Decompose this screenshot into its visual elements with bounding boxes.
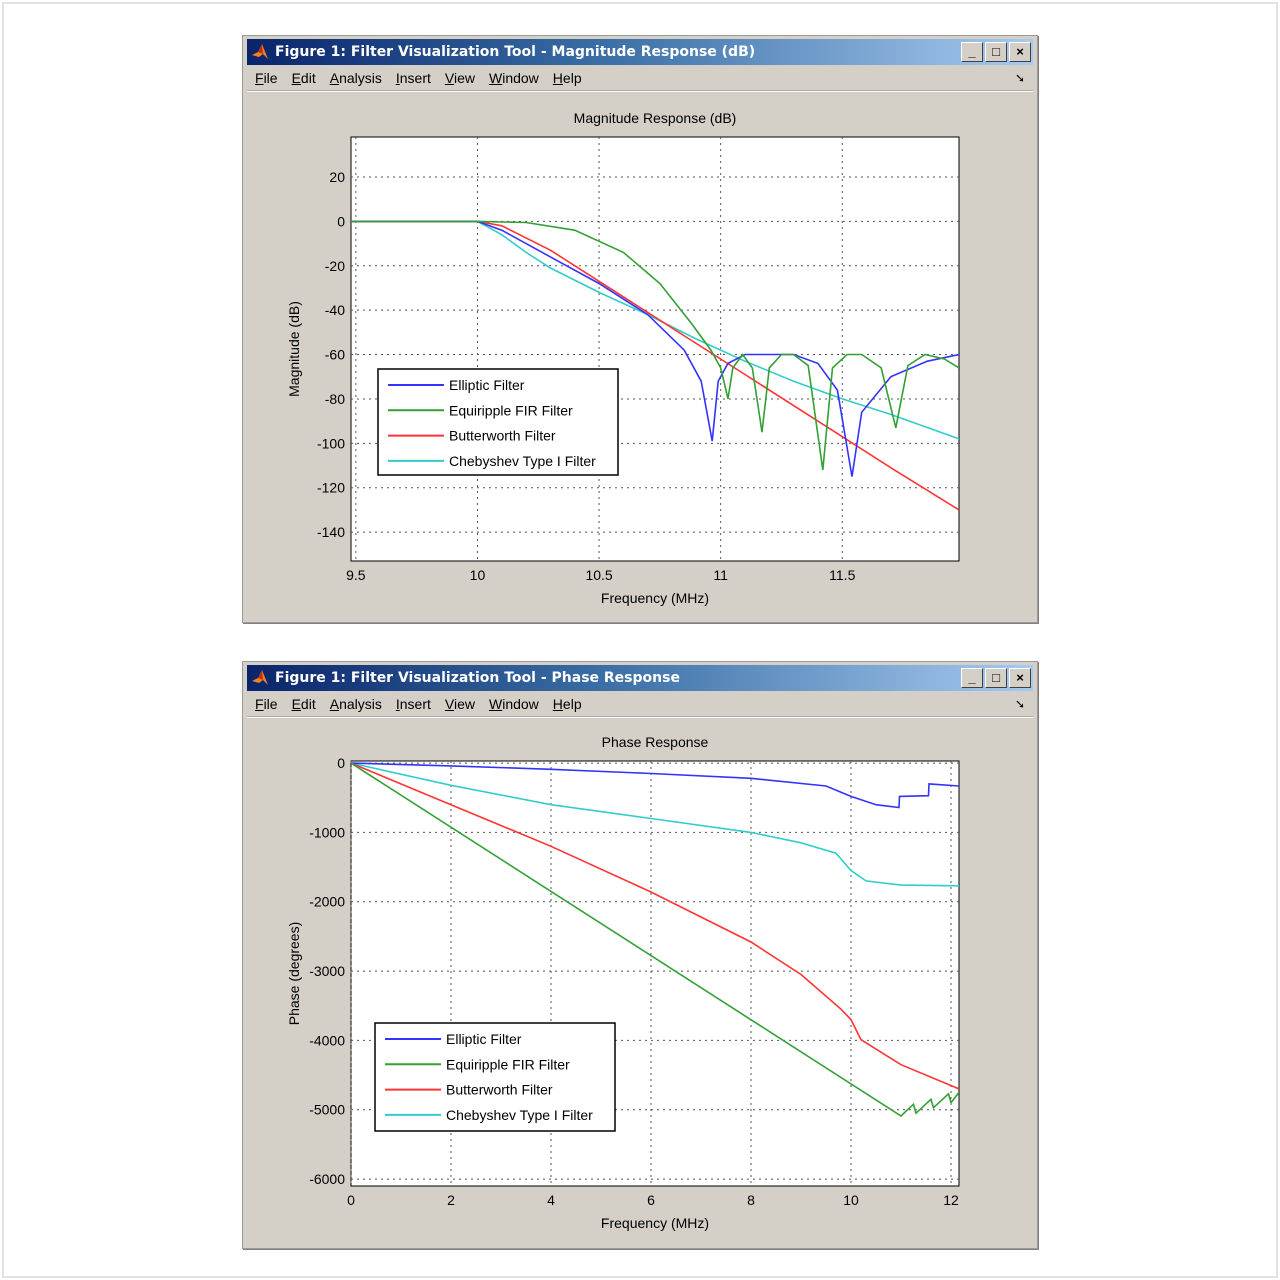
legend-label: Butterworth Filter bbox=[446, 1082, 553, 1098]
menu-bar: File Edit Analysis Insert View Window Help ➘ bbox=[247, 66, 1033, 92]
series-line-chebyshev bbox=[351, 762, 959, 887]
series-line-elliptic bbox=[351, 762, 959, 809]
legend-label: Elliptic Filter bbox=[449, 377, 525, 393]
menu-window[interactable]: Window bbox=[488, 70, 539, 86]
y-axis-label: Phase (degrees) bbox=[286, 922, 302, 1026]
series-line-elliptic bbox=[351, 220, 959, 477]
title-bar[interactable]: Figure 1: Filter Visualization Tool - Ph… bbox=[247, 665, 1033, 691]
menu-view[interactable]: View bbox=[444, 70, 475, 86]
x-tick-label: 8 bbox=[747, 1192, 755, 1208]
legend-box bbox=[377, 368, 619, 476]
legend-label: Chebyshev Type I Filter bbox=[446, 1107, 593, 1123]
title-bar[interactable]: Figure 1: Filter Visualization Tool - Ma… bbox=[247, 39, 1033, 65]
menu-bar: File Edit Analysis Insert View Window Help ➘ bbox=[247, 692, 1033, 718]
minimize-button[interactable]: _ bbox=[961, 42, 983, 62]
y-tick-label: 20 bbox=[329, 169, 345, 185]
window-title: Figure 1: Filter Visualization Tool - Ma… bbox=[275, 44, 756, 60]
y-tick-label: -1000 bbox=[309, 824, 345, 840]
x-tick-label: 0 bbox=[347, 1192, 355, 1208]
maximize-button[interactable]: □ bbox=[985, 42, 1007, 62]
y-tick-label: -120 bbox=[317, 480, 345, 496]
y-axis-label: Magnitude (dB) bbox=[286, 301, 302, 397]
y-tick-label: -3000 bbox=[309, 963, 345, 979]
y-tick-label: -5000 bbox=[309, 1102, 345, 1118]
y-tick-label: -40 bbox=[325, 302, 345, 318]
menu-help[interactable]: Help bbox=[552, 696, 582, 712]
series-line-equiripple bbox=[351, 762, 959, 1118]
x-tick-label: 12 bbox=[943, 1192, 959, 1208]
window-title: Figure 1: Filter Visualization Tool - Ph… bbox=[275, 670, 680, 686]
menu-edit[interactable]: Edit bbox=[291, 70, 316, 86]
series-line-butterworth bbox=[351, 762, 959, 1090]
menu-analysis[interactable]: Analysis bbox=[329, 70, 382, 86]
matlab-logo-icon bbox=[252, 44, 268, 59]
phase-chart: Phase Response Frequency (MHz) Phase (degr… bbox=[286, 734, 960, 1231]
series-line-equiripple bbox=[351, 220, 959, 471]
legend-label: Butterworth Filter bbox=[449, 428, 556, 444]
legend-label: Equiripple FIR Filter bbox=[449, 402, 573, 418]
menu-file[interactable]: File bbox=[255, 70, 278, 86]
x-tick-label: 10.5 bbox=[585, 567, 612, 583]
dock-arrow-icon[interactable]: ➘ bbox=[1014, 71, 1025, 85]
y-tick-label: -60 bbox=[325, 347, 345, 363]
menu-edit[interactable]: Edit bbox=[291, 696, 316, 712]
series-line-butterworth bbox=[351, 220, 959, 511]
menu-insert[interactable]: Insert bbox=[395, 70, 431, 86]
menu-insert[interactable]: Insert bbox=[395, 696, 431, 712]
y-tick-label: 0 bbox=[337, 755, 345, 771]
y-tick-label: -4000 bbox=[309, 1032, 345, 1048]
y-tick-label: -100 bbox=[317, 435, 345, 451]
y-tick-label: -20 bbox=[325, 258, 345, 274]
legend-box bbox=[374, 1022, 616, 1132]
menu-view[interactable]: View bbox=[444, 696, 475, 712]
x-tick-label: 10 bbox=[843, 1192, 859, 1208]
x-tick-label: 6 bbox=[647, 1192, 655, 1208]
y-tick-label: -140 bbox=[317, 524, 345, 540]
phase-response-window: Figure 1: Filter Visualization Tool - Ph… bbox=[242, 661, 1038, 1249]
x-tick-label: 2 bbox=[447, 1192, 455, 1208]
matlab-logo-icon bbox=[252, 670, 268, 685]
y-tick-label: 0 bbox=[337, 213, 345, 229]
minimize-button[interactable]: _ bbox=[961, 668, 983, 688]
dock-arrow-icon[interactable]: ➘ bbox=[1014, 697, 1025, 711]
magnitude-chart: Magnitude Response (dB) Frequency (MHz) Ma… bbox=[286, 110, 960, 606]
magnitude-response-window: Figure 1: Filter Visualization Tool - Ma… bbox=[242, 35, 1038, 623]
chart-title: Magnitude Response (dB) bbox=[574, 110, 737, 126]
y-tick-label: -6000 bbox=[309, 1171, 345, 1187]
legend-label: Chebyshev Type I Filter bbox=[449, 453, 596, 469]
legend-label: Elliptic Filter bbox=[446, 1031, 522, 1047]
menu-window[interactable]: Window bbox=[488, 696, 539, 712]
x-axis-label: Frequency (MHz) bbox=[601, 1215, 709, 1231]
x-tick-label: 10 bbox=[470, 567, 486, 583]
legend-label: Equiripple FIR Filter bbox=[446, 1056, 570, 1072]
x-tick-label: 11 bbox=[713, 567, 728, 583]
menu-analysis[interactable]: Analysis bbox=[329, 696, 382, 712]
close-button[interactable]: × bbox=[1009, 42, 1031, 62]
x-tick-label: 4 bbox=[547, 1192, 555, 1208]
x-axis-label: Frequency (MHz) bbox=[601, 590, 709, 606]
close-button[interactable]: × bbox=[1009, 668, 1031, 688]
menu-help[interactable]: Help bbox=[552, 70, 582, 86]
plot-area bbox=[350, 136, 960, 562]
maximize-button[interactable]: □ bbox=[985, 668, 1007, 688]
y-tick-label: -2000 bbox=[309, 894, 345, 910]
chart-title: Phase Response bbox=[602, 734, 709, 750]
x-tick-label: 11.5 bbox=[829, 567, 855, 583]
y-tick-label: -80 bbox=[325, 391, 345, 407]
x-tick-label: 9.5 bbox=[346, 567, 366, 583]
menu-file[interactable]: File bbox=[255, 696, 278, 712]
